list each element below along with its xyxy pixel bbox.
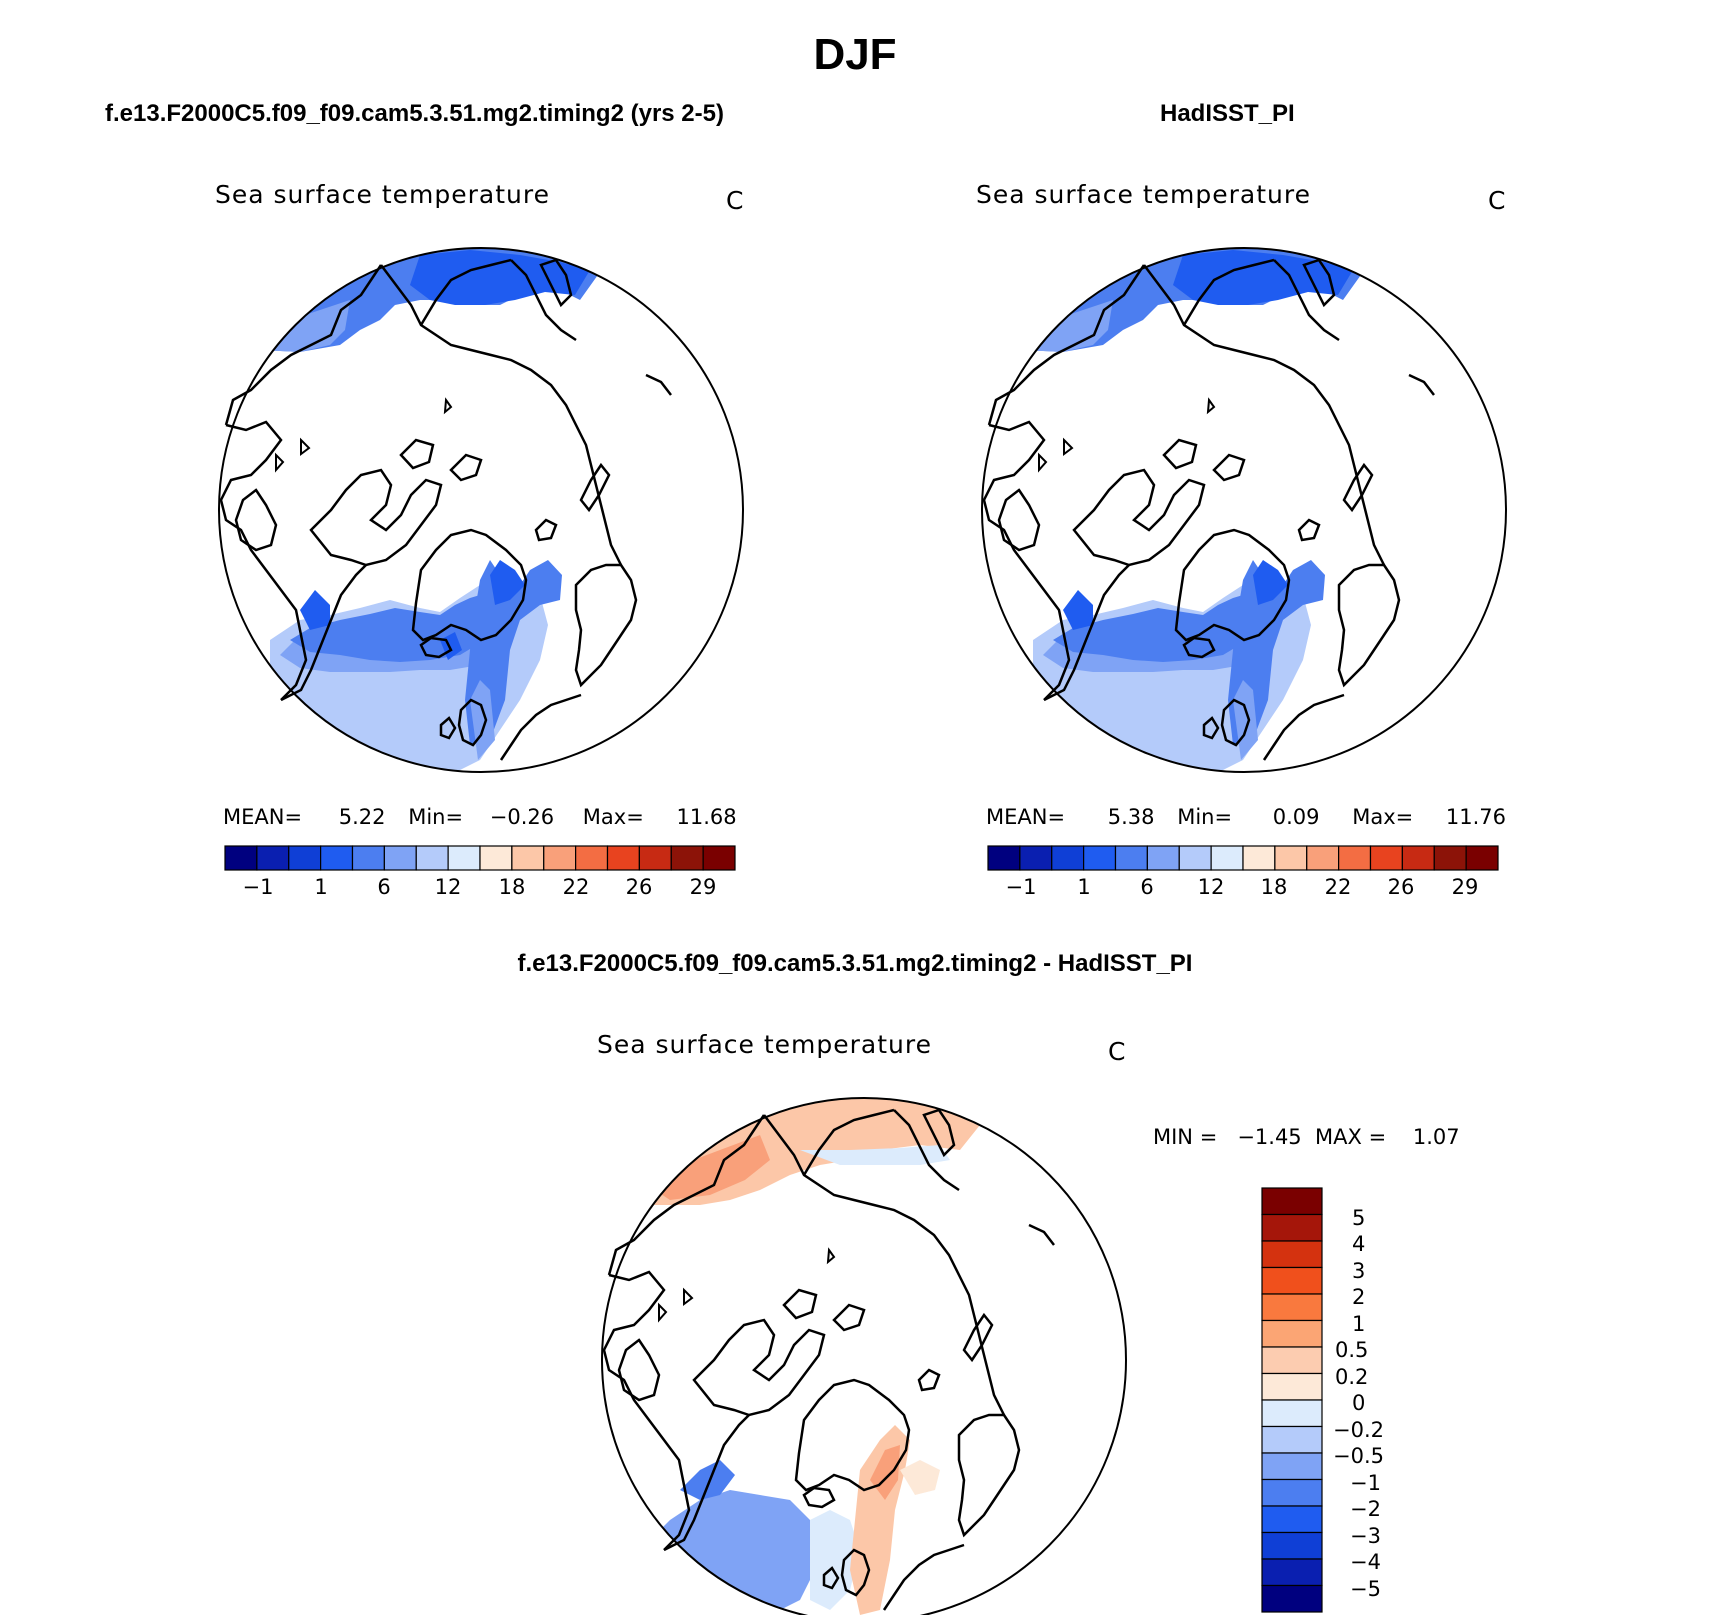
colorbar-model bbox=[224, 845, 736, 871]
map-model bbox=[218, 247, 744, 773]
colorbar-swatch bbox=[1261, 1187, 1323, 1216]
panel-heading-model: f.e13.F2000C5.f09_f09.cam5.3.51.mg2.timi… bbox=[105, 100, 724, 127]
colorbar-swatch bbox=[1261, 1558, 1323, 1587]
colorbar-swatch bbox=[447, 845, 481, 871]
mean-label: MEAN= bbox=[223, 805, 303, 829]
colorbar-swatch bbox=[575, 845, 609, 871]
colorbar-swatch bbox=[1465, 845, 1499, 871]
colorbar-swatch bbox=[1261, 1399, 1323, 1428]
colorbar-swatch bbox=[1261, 1452, 1323, 1481]
map-obs bbox=[981, 247, 1507, 773]
mean-value: 5.22 bbox=[338, 805, 386, 829]
map-diff bbox=[601, 1097, 1127, 1615]
colorbar-swatch bbox=[383, 845, 417, 871]
panel-variable-label-obs: Sea surface temperature bbox=[976, 180, 1311, 209]
colorbar-swatch bbox=[1261, 1293, 1323, 1322]
mean-label: MEAN= bbox=[986, 805, 1066, 829]
panel-units-label-model: C bbox=[726, 186, 744, 215]
diff-heading: f.e13.F2000C5.f09_f09.cam5.3.51.mg2.timi… bbox=[517, 950, 1193, 977]
colorbar-obs bbox=[987, 845, 1499, 871]
colorbar-swatch bbox=[1261, 1319, 1323, 1348]
colorbar-swatch bbox=[1261, 1584, 1323, 1613]
colorbar-swatch bbox=[1261, 1531, 1323, 1560]
colorbar-swatch bbox=[1019, 845, 1053, 871]
colorbar-tick: 0.5 bbox=[1335, 1338, 1369, 1362]
colorbar-swatch bbox=[1210, 845, 1244, 871]
colorbar-tick: 1 bbox=[1352, 1312, 1366, 1336]
colorbar-tick: −2 bbox=[1350, 1497, 1381, 1521]
max-value: 11.76 bbox=[1445, 805, 1507, 829]
colorbar-swatch bbox=[702, 845, 736, 871]
colorbar-swatch bbox=[543, 845, 577, 871]
colorbar-swatch bbox=[1261, 1425, 1323, 1454]
max-label: Max= bbox=[582, 805, 644, 829]
colorbar-swatch bbox=[224, 845, 258, 871]
colorbar-tick: −4 bbox=[1350, 1550, 1381, 1574]
min-value: 0.09 bbox=[1272, 805, 1320, 829]
panel-units-label-obs: C bbox=[1488, 186, 1506, 215]
min-label: Min= bbox=[408, 805, 464, 829]
diff-units-label: C bbox=[1108, 1037, 1126, 1066]
colorbar-swatch bbox=[288, 845, 322, 871]
colorbar-swatch bbox=[1146, 845, 1180, 871]
colorbar-tick: −3 bbox=[1350, 1524, 1381, 1548]
colorbar-swatch bbox=[320, 845, 354, 871]
colorbar-swatch bbox=[1242, 845, 1276, 871]
colorbar-tick: −0.2 bbox=[1333, 1418, 1384, 1442]
colorbar-swatch bbox=[1261, 1213, 1323, 1242]
colorbar-tick: 0 bbox=[1352, 1391, 1366, 1415]
colorbar-swatch bbox=[1401, 845, 1435, 871]
colorbar-tick: −5 bbox=[1350, 1577, 1381, 1601]
panel-heading-obs: HadISST_PI bbox=[1160, 100, 1295, 127]
colorbar-swatch bbox=[1114, 845, 1148, 871]
min-value: −0.26 bbox=[489, 805, 555, 829]
max-label: Max= bbox=[1352, 805, 1414, 829]
colorbar-swatch bbox=[987, 845, 1021, 871]
colorbar-swatch bbox=[638, 845, 672, 871]
colorbar-tick: 3 bbox=[1352, 1259, 1366, 1283]
max-value: 11.68 bbox=[676, 805, 737, 829]
colorbar-swatch bbox=[1338, 845, 1372, 871]
colorbar-swatch bbox=[351, 845, 385, 871]
colorbar-swatch bbox=[1306, 845, 1340, 871]
colorbar-swatch bbox=[1261, 1372, 1323, 1401]
colorbar-swatch bbox=[511, 845, 545, 871]
colorbar-swatch bbox=[1261, 1505, 1323, 1534]
colorbar-swatch bbox=[1261, 1240, 1323, 1269]
panel-variable-label-model: Sea surface temperature bbox=[215, 180, 550, 209]
colorbar-tick: 5 bbox=[1352, 1206, 1366, 1230]
colorbar-swatch bbox=[415, 845, 449, 871]
colorbar-tick: −0.5 bbox=[1333, 1444, 1384, 1468]
stats-model: MEAN= 5.22 Min= −0.26 Max= 11.68 bbox=[223, 805, 737, 829]
min-label: Min= bbox=[1177, 805, 1233, 829]
colorbar-swatch bbox=[1261, 1478, 1323, 1507]
colorbar-swatch bbox=[479, 845, 513, 871]
colorbar-swatch bbox=[256, 845, 290, 871]
colorbar-swatch bbox=[1369, 845, 1403, 871]
page-title: DJF bbox=[813, 30, 897, 79]
mean-value: 5.38 bbox=[1107, 805, 1155, 829]
colorbar-tick: −1 bbox=[1350, 1471, 1381, 1495]
diff-variable-label: Sea surface temperature bbox=[597, 1030, 932, 1059]
colorbar-swatch bbox=[1051, 845, 1085, 871]
colorbar-swatch bbox=[1083, 845, 1117, 871]
colorbar-tick: 2 bbox=[1352, 1285, 1366, 1309]
colorbar-swatch bbox=[606, 845, 640, 871]
diff-minmax-label: MIN = −1.45 MAX = 1.07 bbox=[1153, 1125, 1460, 1149]
colorbar-swatch bbox=[1433, 845, 1467, 871]
stats-obs: MEAN= 5.38 Min= 0.09 Max= 11.76 bbox=[986, 805, 1506, 829]
colorbar-swatch bbox=[1178, 845, 1212, 871]
colorbar-swatch bbox=[670, 845, 704, 871]
colorbar-tick: 0.2 bbox=[1335, 1365, 1369, 1389]
colorbar-diff bbox=[1261, 1187, 1323, 1613]
colorbar-swatch bbox=[1261, 1346, 1323, 1375]
colorbar-swatch bbox=[1274, 845, 1308, 871]
colorbar-tick: 4 bbox=[1352, 1232, 1366, 1256]
colorbar-swatch bbox=[1261, 1266, 1323, 1295]
